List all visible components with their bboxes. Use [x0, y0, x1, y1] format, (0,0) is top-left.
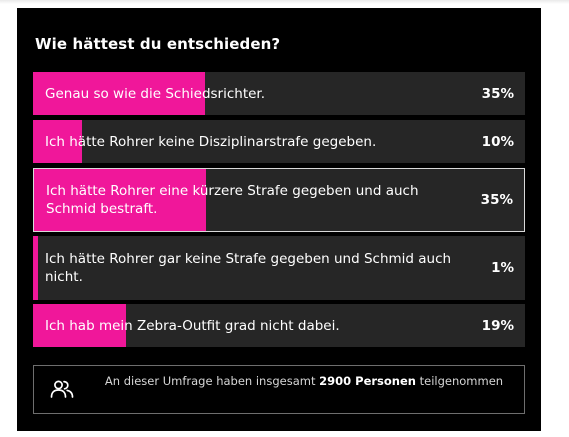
participation-text: An dieser Umfrage haben insgesamt 2900 P…	[104, 374, 504, 389]
result-bar	[33, 72, 206, 115]
poll-widget: Wie hättest du entschieden? Genau so wie…	[17, 8, 541, 431]
poll-option-5[interactable]: Ich hab mein Zebra-Outfit grad nicht dab…	[33, 304, 525, 347]
option-percent: 35%	[481, 85, 514, 102]
participant-count: 2900 Personen	[319, 374, 416, 388]
page-top-edge	[0, 0, 569, 4]
option-label: Ich hab mein Zebra-Outfit grad nicht dab…	[45, 317, 340, 334]
result-bar	[33, 120, 83, 163]
option-label: Ich hätte Rohrer eine kürzere Strafe geg…	[46, 183, 419, 217]
poll-option-1[interactable]: Genau so wie die Schiedsrichter. 35%	[33, 72, 525, 115]
result-bar	[33, 236, 38, 300]
option-label: Ich hätte Rohrer keine Disziplinarstrafe…	[45, 133, 377, 150]
option-percent: 1%	[491, 260, 514, 276]
poll-question: Wie hättest du entschieden?	[35, 35, 281, 53]
people-icon	[50, 380, 74, 398]
poll-option-2[interactable]: Ich hätte Rohrer keine Disziplinarstrafe…	[33, 120, 525, 163]
poll-option-4[interactable]: Ich hätte Rohrer gar keine Strafe gegebe…	[33, 236, 525, 300]
participation-text-after: teilgenommen	[415, 374, 504, 388]
participation-text-before: An dieser Umfrage haben insgesamt	[104, 374, 320, 388]
poll-option-3[interactable]: Ich hätte Rohrer eine kürzere Strafe geg…	[33, 168, 525, 232]
option-percent: 19%	[481, 317, 514, 334]
result-bar	[33, 304, 127, 347]
result-bar	[34, 169, 206, 231]
option-percent: 10%	[481, 133, 514, 150]
option-label: Ich hätte Rohrer gar keine Strafe gegebe…	[45, 251, 452, 285]
option-label: Genau so wie die Schiedsrichter.	[45, 85, 266, 102]
participation-info: An dieser Umfrage haben insgesamt 2900 P…	[33, 365, 525, 414]
option-percent: 35%	[480, 192, 513, 208]
